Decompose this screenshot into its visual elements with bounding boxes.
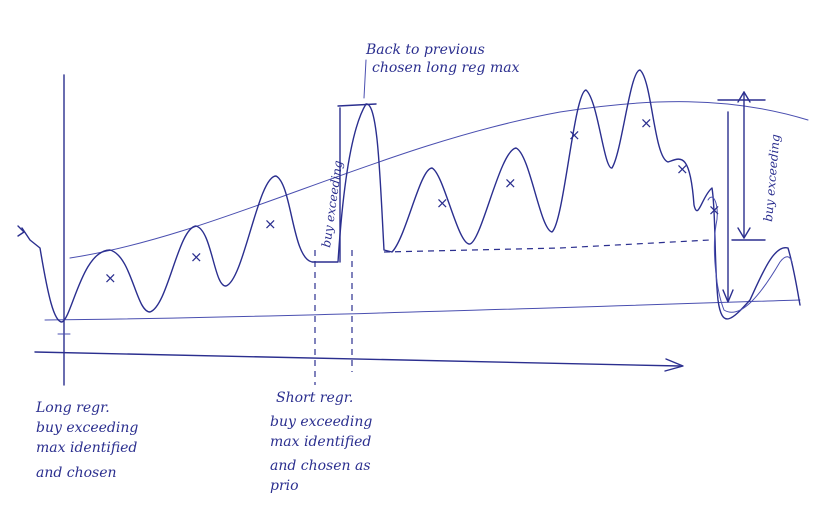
annotation-long-regr-line4: and chosen	[36, 465, 117, 481]
resistance-dashed-level	[383, 239, 711, 253]
x-marker: ×	[190, 248, 203, 266]
x-marker: ×	[104, 269, 117, 287]
annotation-back-to-previous-line2: chosen long reg max	[372, 60, 520, 76]
annotation-short-regr-line5: prio	[270, 478, 299, 494]
annotation-buy-exceeding-vertical-right: buy exceeding	[761, 133, 783, 222]
x-marker: ×	[640, 114, 653, 132]
right-measure-arrow-bottom	[737, 227, 751, 239]
lower-baseline	[44, 299, 801, 321]
short-max-level	[337, 103, 377, 107]
price-curve	[21, 69, 801, 323]
long-regression-curve	[69, 101, 809, 259]
x-marker: ×	[708, 201, 721, 219]
annotation-pointer	[363, 59, 367, 99]
annotation-short-regr-line3: max identified	[270, 434, 371, 450]
annotation-short-regr-line4: and chosen as	[270, 458, 371, 474]
annotation-back-to-previous-line1: Back to previous	[365, 42, 485, 58]
x-marker: ×	[504, 174, 517, 192]
x-marker: ×	[436, 194, 449, 212]
x-axis-arrow-line	[34, 351, 681, 367]
x-marker: ×	[264, 215, 277, 233]
x-axis-arrowhead	[664, 358, 684, 372]
curve-start-arrow	[17, 225, 25, 237]
annotation-short-regr-line2: buy exceeding	[270, 414, 372, 430]
annotation-buy-exceeding-vertical-left: buy exceeding	[319, 159, 345, 248]
annotation-long-regr-line2: buy exceeding	[36, 420, 138, 436]
x-marker: ×	[568, 126, 581, 144]
annotation-short-regr-line1: Short regr.	[276, 390, 353, 406]
annotation-long-regr-line1: Long regr.	[35, 400, 110, 416]
price-squiggle	[707, 196, 793, 313]
annotation-long-regr-line3: max identified	[36, 440, 137, 456]
x-marker: ×	[676, 160, 689, 178]
right-drop-arrowhead	[722, 289, 734, 303]
right-measure-arrow-top	[737, 91, 751, 103]
